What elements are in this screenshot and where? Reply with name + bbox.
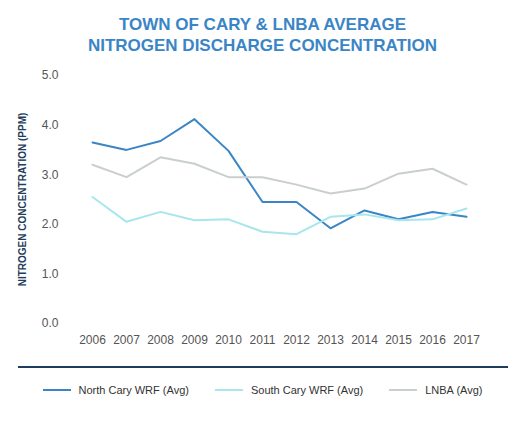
svg-text:2016: 2016 (419, 333, 446, 347)
svg-text:2009: 2009 (181, 333, 208, 347)
svg-text:2017: 2017 (453, 333, 480, 347)
html-text:LNBA (Avg): LNBA (Avg) (425, 384, 483, 396)
svg-text:2012: 2012 (283, 333, 310, 347)
svg-text:1.0: 1.0 (42, 267, 59, 281)
svg-text:2011: 2011 (250, 333, 276, 347)
svg-text:2015: 2015 (385, 333, 412, 347)
svg-text:0.0: 0.0 (42, 316, 59, 330)
svg-text:2014: 2014 (351, 333, 378, 347)
svg-text:2.0: 2.0 (42, 217, 59, 231)
svg-text:3.0: 3.0 (42, 168, 59, 182)
svg-text:2013: 2013 (317, 333, 344, 347)
svg-text:2008: 2008 (147, 333, 174, 347)
html-text:North Cary WRF (Avg): North Cary WRF (Avg) (78, 384, 189, 396)
html-text:TOWN OF CARY & LNBA AVERAGE NI: TOWN OF CARY & LNBA AVERAGE NITROGEN DIS… (87, 15, 438, 55)
svg-text:5.0: 5.0 (42, 68, 59, 82)
svg-text:2007: 2007 (113, 333, 140, 347)
svg-text:4.0: 4.0 (42, 118, 59, 132)
html-text:South Cary WRF (Avg): South Cary WRF (Avg) (250, 384, 364, 396)
svg-text:2006: 2006 (79, 333, 106, 347)
svg-text:2010: 2010 (215, 333, 242, 347)
svg-text:NITROGEN CONCENTRATION (PPM): NITROGEN CONCENTRATION (PPM) (17, 113, 28, 287)
